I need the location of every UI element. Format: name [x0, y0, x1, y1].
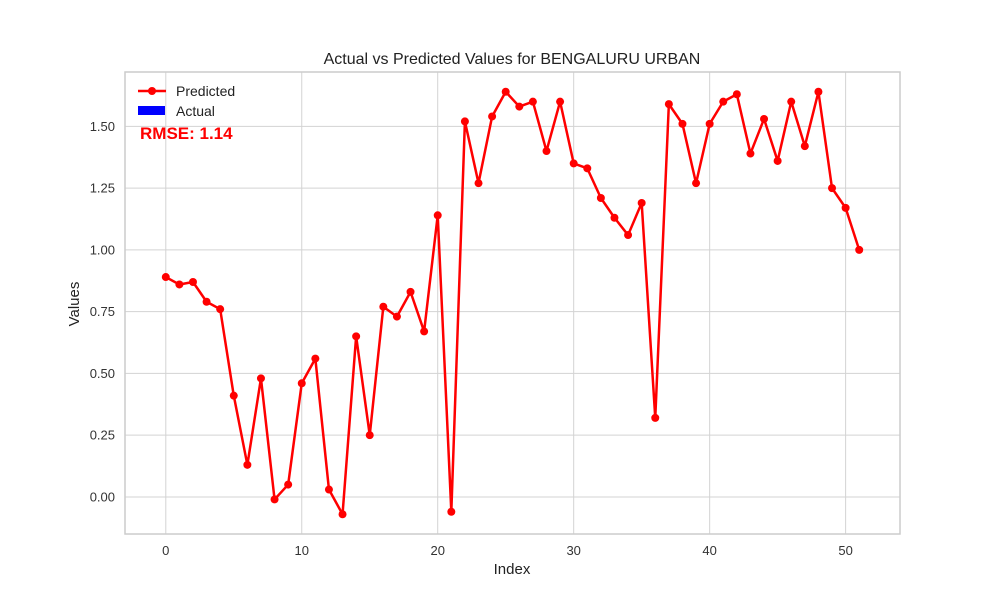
data-point-predicted [855, 245, 864, 254]
y-axis-label: Values [66, 282, 83, 327]
data-point-predicted [406, 287, 415, 296]
plot-frame [124, 71, 901, 535]
y-tick-label: 0.25 [90, 428, 115, 443]
y-tick-label: 0.75 [90, 304, 115, 319]
data-point-predicted [216, 305, 225, 314]
x-tick-label: 40 [702, 543, 716, 558]
y-tick-label: 0.00 [90, 489, 115, 504]
data-point-predicted [610, 213, 619, 222]
data-point-predicted [352, 332, 361, 341]
data-point-predicted [365, 431, 374, 440]
data-point-predicted [488, 112, 497, 121]
legend: Predicted Actual [138, 83, 235, 119]
data-point-predicted [719, 97, 728, 106]
legend-predicted-marker [148, 87, 156, 95]
data-point-predicted [311, 354, 320, 363]
data-point-predicted [651, 413, 660, 422]
data-point-predicted [379, 302, 388, 311]
data-point-predicted [760, 114, 769, 123]
data-point-predicted [664, 100, 673, 109]
data-point-predicted [175, 280, 184, 289]
data-point-predicted [542, 147, 551, 156]
tick-labels: 0 10 20 30 40 50 0.00 0.25 0.50 0.75 1.00 1.25 1.50 [90, 119, 853, 558]
data-point-predicted [692, 179, 701, 188]
data-point-predicted [637, 198, 646, 207]
data-point-predicted [324, 485, 333, 494]
legend-actual-swatch [138, 106, 165, 115]
rmse-annotation: RMSE: 1.14 [140, 124, 233, 143]
data-point-predicted [270, 495, 279, 504]
data-point-predicted [284, 480, 293, 489]
data-point-predicted [828, 184, 837, 193]
series-layer [161, 87, 864, 519]
y-tick-label: 1.00 [90, 242, 115, 257]
data-point-predicted [420, 327, 429, 336]
data-point-predicted [773, 156, 782, 165]
data-point-predicted [392, 312, 401, 321]
data-point-predicted [501, 87, 510, 96]
x-tick-label: 10 [295, 543, 309, 558]
x-tick-label: 0 [162, 543, 169, 558]
data-point-predicted [188, 278, 197, 286]
data-point-predicted [800, 142, 809, 151]
data-point-predicted [256, 374, 265, 383]
y-tick-label: 0.50 [90, 366, 115, 381]
data-point-predicted [624, 231, 633, 240]
y-tick-label: 1.25 [90, 181, 115, 196]
data-point-predicted [460, 117, 469, 126]
data-point-predicted [433, 211, 442, 220]
x-tick-label: 30 [566, 543, 580, 558]
data-point-predicted [161, 273, 170, 282]
data-point-predicted [678, 119, 687, 128]
x-tick-label: 20 [430, 543, 444, 558]
data-point-predicted [787, 97, 796, 106]
data-point-predicted [528, 97, 537, 106]
plot-area [125, 72, 900, 534]
data-point-predicted [732, 90, 741, 99]
legend-predicted-label: Predicted [176, 83, 235, 99]
data-point-predicted [556, 97, 565, 106]
data-point-predicted [297, 379, 306, 388]
data-point-predicted [746, 149, 755, 158]
legend-actual-label: Actual [176, 103, 215, 119]
data-point-predicted [243, 460, 252, 469]
data-point-predicted [202, 297, 211, 306]
series-line-predicted [164, 90, 861, 516]
data-point-predicted [583, 164, 592, 173]
data-point-predicted [705, 119, 714, 128]
data-point-predicted [841, 203, 850, 212]
data-point-predicted [814, 87, 823, 96]
x-tick-label: 50 [838, 543, 852, 558]
chart-title: Actual vs Predicted Values for BENGALURU… [324, 51, 701, 68]
data-point-predicted [338, 510, 347, 519]
data-point-predicted [447, 507, 456, 516]
grid-lines [125, 72, 900, 534]
data-point-predicted [569, 159, 578, 168]
y-tick-label: 1.50 [90, 119, 115, 134]
x-axis-label: Index [494, 561, 531, 578]
data-point-predicted [596, 194, 605, 202]
data-point-predicted [515, 102, 524, 111]
data-point-predicted [474, 179, 483, 188]
data-point-predicted [229, 391, 238, 400]
